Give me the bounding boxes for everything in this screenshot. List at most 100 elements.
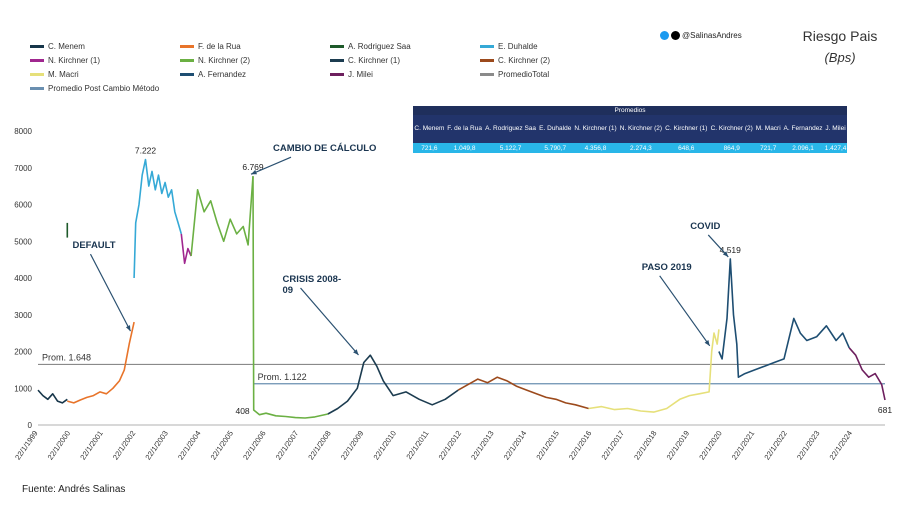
series-line — [37, 389, 68, 404]
social-handle: @SalinasAndres — [660, 31, 742, 40]
reference-line-label: Prom. 1.648 — [42, 352, 91, 362]
handle-text: @SalinasAndres — [682, 31, 742, 40]
x-tick-label: 22/1/2019 — [665, 429, 692, 462]
legend-label: C. Menem — [48, 42, 85, 51]
x-tick-label: 22/1/2010 — [371, 429, 398, 462]
annotation-arrowhead — [251, 169, 257, 175]
series-line — [848, 347, 886, 401]
x-tick-label: 22/1/2023 — [795, 429, 822, 462]
averages-header-cell: N. Kirchner (2) — [618, 115, 664, 143]
x-tick-label: 22/1/2014 — [502, 429, 529, 462]
legend-item: Promedio Post Cambio Método — [30, 84, 159, 93]
series-line — [67, 321, 135, 404]
series-line — [718, 258, 850, 379]
averages-value-cell: 1.049,8 — [445, 143, 484, 153]
twitter-icon — [660, 31, 669, 40]
legend-swatch — [30, 45, 44, 48]
legend-label: E. Duhalde — [498, 42, 538, 51]
legend-item: C. Kirchner (1) — [330, 56, 400, 65]
legend-swatch — [480, 59, 494, 62]
annotation-arrow — [300, 287, 359, 356]
legend-item: E. Duhalde — [480, 42, 538, 51]
series-line — [180, 233, 192, 265]
annotation-label: DEFAULT — [72, 240, 115, 251]
annotation-arrowhead — [125, 325, 131, 332]
averages-header-cell: C. Menem — [413, 115, 446, 143]
x-tick-label: 22/1/2022 — [762, 429, 789, 462]
x-tick-label: 22/1/2016 — [567, 429, 594, 462]
legend-item: PromedioTotal — [480, 70, 549, 79]
averages-value-cell: 5.790,7 — [537, 143, 573, 153]
averages-header-cell: C. Kirchner (2) — [709, 115, 755, 143]
x-tick-label: 22/1/2004 — [176, 429, 203, 462]
annotation-label: CAMBIO DE CÁLCULO — [273, 143, 376, 154]
series-line — [327, 354, 459, 415]
point-label: 408 — [235, 406, 249, 416]
averages-value-cell: 4.356,8 — [572, 143, 619, 153]
legend-label: N. Kirchner (2) — [198, 56, 251, 65]
x-tick-label: 22/1/2002 — [111, 429, 138, 462]
legend-label: J. Milei — [348, 70, 373, 79]
series-line — [457, 376, 589, 410]
legend-label: A. Rodriguez Saa — [348, 42, 411, 51]
averages-value-cell: 864,9 — [709, 143, 755, 153]
x-tick-label: 22/1/2000 — [46, 429, 73, 462]
x-tick-label: 22/1/2013 — [469, 429, 496, 462]
legend-item: N. Kirchner (2) — [180, 56, 250, 65]
legend-item: N. Kirchner (1) — [30, 56, 100, 65]
x-tick-label: 22/1/2003 — [143, 429, 170, 462]
x-tick-label: 22/1/2018 — [632, 429, 659, 462]
legend-swatch — [180, 45, 194, 48]
averages-value-cell: 1.427,4 — [824, 143, 847, 153]
series-line — [190, 176, 254, 257]
y-tick-label: 5000 — [14, 237, 32, 246]
legend-swatch — [30, 73, 44, 76]
y-tick-label: 6000 — [14, 201, 32, 210]
annotation-arrowhead — [722, 251, 729, 257]
averages-header-cell: A. Fernandez — [782, 115, 825, 143]
x-tick-label: 22/1/2008 — [306, 429, 333, 462]
legend-label: N. Kirchner (1) — [48, 56, 101, 65]
x-tick-label: 22/1/2006 — [241, 429, 268, 462]
legend-label: F. de la Rua — [198, 42, 241, 51]
averages-value-cell: 721,6 — [413, 143, 446, 153]
x-tick-label: 22/1/2011 — [404, 429, 430, 461]
point-label: 6.769 — [242, 162, 264, 172]
y-tick-label: 7000 — [14, 164, 32, 173]
reference-line-label: Prom. 1.122 — [258, 372, 307, 382]
legend-item: C. Menem — [30, 42, 85, 51]
x-tick-label: 22/1/2009 — [339, 429, 366, 462]
legend-swatch — [180, 59, 194, 62]
legend-swatch — [330, 45, 344, 48]
legend-item: M. Macri — [30, 70, 79, 79]
x-tick-label: 22/1/2015 — [534, 429, 561, 462]
x-tick-label: 22/1/2020 — [697, 429, 724, 462]
legend-label: Promedio Post Cambio Método — [48, 84, 160, 93]
x-tick-label: 22/1/2007 — [274, 429, 301, 462]
annotation-arrowhead — [353, 349, 359, 356]
series-line — [588, 329, 720, 413]
chart-subtitle: (Bps) — [824, 50, 856, 65]
point-label: 681 — [878, 405, 892, 415]
y-tick-label: 4000 — [14, 274, 32, 283]
x-tick-label: 22/1/2024 — [828, 429, 855, 462]
x-tick-label: 22/1/2001 — [78, 429, 105, 462]
point-label: 4.519 — [720, 245, 742, 255]
annotation-arrow — [659, 275, 711, 347]
legend-label: A. Fernandez — [198, 70, 247, 79]
annotation-arrow — [250, 156, 292, 175]
legend-label: PromedioTotal — [498, 70, 550, 79]
averages-value-cell: 721,7 — [754, 143, 783, 153]
legend-label: M. Macri — [48, 70, 79, 79]
averages-value-cell: 5.122,7 — [483, 143, 538, 153]
averages-value-cell: 648,6 — [663, 143, 709, 153]
legend-swatch — [330, 59, 344, 62]
averages-header-cell: A. Rodriguez Saa — [483, 115, 538, 143]
x-tick-label: 22/1/2021 — [730, 429, 757, 462]
y-tick-label: 0 — [28, 421, 33, 430]
averages-header-cell: C. Kirchner (1) — [663, 115, 709, 143]
legend-swatch — [480, 45, 494, 48]
annotation-label: COVID — [690, 221, 720, 232]
legend-label: C. Kirchner (1) — [348, 56, 401, 65]
legend-swatch — [480, 73, 494, 76]
